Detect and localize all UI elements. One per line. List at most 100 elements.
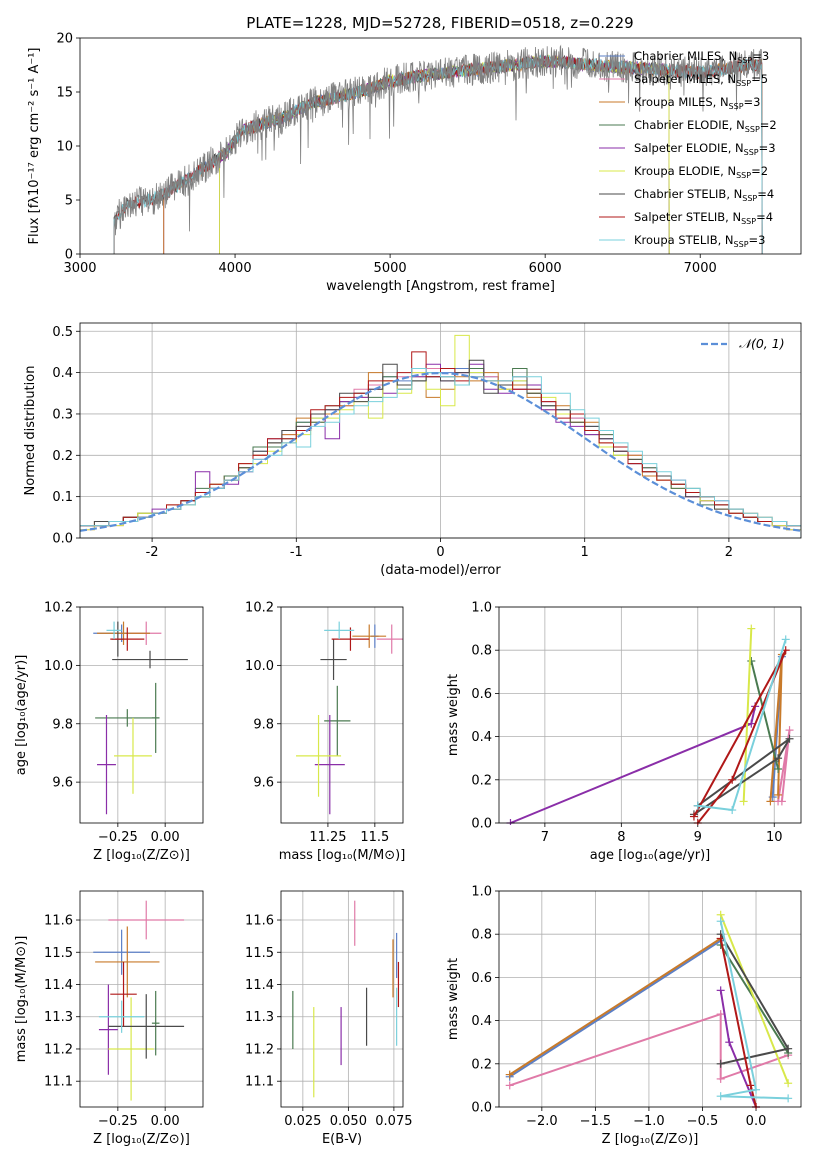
legend-subscript: SSP bbox=[729, 102, 744, 111]
weight_vs_z-xtick-label: −1.5 bbox=[580, 1114, 612, 1129]
spectrum-xtick-label: 6000 bbox=[529, 261, 562, 276]
mass_vs_ebv-ytick-label: 11.6 bbox=[245, 914, 274, 929]
weight_vs_age-ytick-label: 1.0 bbox=[471, 601, 492, 616]
residuals-ytick-label: 0.5 bbox=[52, 325, 73, 340]
mass_vs_ebv-ytick-label: 11.1 bbox=[245, 1075, 274, 1090]
weight_vs_age-xtick-label: 10 bbox=[766, 830, 783, 845]
age_vs_z-xtick-label: −0.25 bbox=[98, 830, 138, 845]
spectrum-legend-label: Chabrier STELIB, NSSP=4 bbox=[634, 187, 774, 203]
age_vs_z-ytick-label: 10.0 bbox=[44, 659, 73, 674]
weight_vs_z-line-chabrier-miles bbox=[509, 939, 722, 1078]
residuals-xlabel: (data-model)/error bbox=[380, 563, 501, 578]
mass_vs_ebv-ytick-label: 11.2 bbox=[245, 1042, 274, 1057]
mass_vs_z-ytick-label: 11.6 bbox=[44, 914, 73, 929]
residuals-xtick-label: 2 bbox=[725, 545, 733, 560]
weight_vs_z-xlabel: Z [log₁₀(Z/Z⊙)] bbox=[602, 1132, 699, 1147]
age_vs_z-points bbox=[93, 621, 188, 815]
mass_vs_z-ytick-label: 11.1 bbox=[44, 1075, 73, 1090]
mass_vs_ebv-axes: 0.025 0.050 0.075 11.1 11.2 11.3 11.4 11.5 11.6 bbox=[245, 891, 413, 1129]
age_vs_mass-ytick-label: 9.6 bbox=[253, 776, 274, 791]
legend-subscript: SSP bbox=[744, 148, 759, 157]
legend-nssp: =2 bbox=[751, 164, 768, 178]
weight_vs_age-ytick-label: 0.6 bbox=[471, 687, 492, 702]
spectrum-ylabel: Flux [fλ10⁻¹⁷ erg cm⁻² s⁻¹ A⁻¹] bbox=[27, 48, 42, 245]
weight_vs_age-ytick-label: 0.8 bbox=[471, 644, 492, 659]
spectrum-legend-label: Kroupa STELIB, NSSP=3 bbox=[634, 233, 765, 249]
weight_vs_z-ytick-label: 0.2 bbox=[471, 1057, 492, 1072]
age_vs_mass-axes: 11.25 11.5 9.6 9.8 10.0 10.2 bbox=[245, 601, 403, 845]
weight_vs_z-xtick-label: −1.0 bbox=[633, 1114, 665, 1129]
residuals-ylabel: Normed distribution bbox=[23, 366, 38, 496]
spectrum-axes: 3000 4000 5000 6000 7000 0 5 10 15 20 bbox=[56, 32, 716, 277]
age_vs_mass-xlabel: mass [log₁₀(M/M⊙)] bbox=[279, 848, 406, 863]
mass_vs_z-xtick-label: −0.25 bbox=[98, 1114, 138, 1129]
mass_vs_z-axes: −0.25 0.00 11.1 11.2 11.3 11.4 11.5 11.6 bbox=[44, 891, 203, 1129]
weight_vs_z-ylabel: mass weight bbox=[446, 958, 461, 1040]
spectrum-ytick-label: 15 bbox=[56, 86, 73, 101]
spectrum-curves bbox=[113, 44, 763, 254]
weight_vs_age-lines bbox=[506, 624, 794, 825]
mass_vs_z-xlabel: Z [log₁₀(Z/Z⊙)] bbox=[93, 1132, 190, 1147]
residuals-xtick-label: -1 bbox=[290, 545, 303, 560]
mass_vs_z-ytick-label: 11.3 bbox=[44, 1010, 73, 1025]
age_vs_mass-xtick-label: 11.5 bbox=[360, 830, 389, 845]
spectrum-legend: Chabrier MILES, NSSP=3 Salpeter MILES, NS… bbox=[599, 49, 777, 249]
weight_vs_age-ylabel: mass weight bbox=[446, 674, 461, 756]
residuals-frame bbox=[79, 322, 802, 539]
legend-subscript: SSP bbox=[741, 217, 756, 226]
weight_vs_age-xlabel: age [log₁₀(age/yr)] bbox=[590, 848, 711, 863]
spectrum-data-curve bbox=[113, 44, 763, 254]
residuals-xtick-label: 0 bbox=[436, 545, 444, 560]
age_vs_z-xlabel: Z [log₁₀(Z/Z⊙)] bbox=[93, 848, 190, 863]
age_vs_mass-ytick-label: 10.2 bbox=[245, 601, 274, 616]
legend-subscript: SSP bbox=[737, 56, 752, 65]
spectrum-legend-label: Salpeter ELODIE, NSSP=3 bbox=[634, 141, 776, 157]
mass_vs_z-ylabel: mass [log₁₀(M/M⊙)] bbox=[14, 936, 29, 1063]
residuals-xtick-label: -2 bbox=[146, 545, 159, 560]
weight_vs_age-ytick-label: 0.0 bbox=[471, 817, 492, 832]
spectrum-legend-label: Chabrier MILES, NSSP=3 bbox=[634, 49, 769, 65]
weight_vs_age-frame bbox=[498, 606, 802, 824]
spectrum-frame bbox=[79, 37, 802, 255]
spectrum-legend-label: Chabrier ELODIE, NSSP=2 bbox=[634, 118, 777, 134]
weight_vs_age-xtick-label: 8 bbox=[617, 830, 625, 845]
residuals-ytick-label: 0.3 bbox=[52, 407, 73, 422]
spectrum-ytick-label: 10 bbox=[56, 140, 73, 155]
age_vs_z-ytick-label: 10.2 bbox=[44, 601, 73, 616]
mass_vs_ebv-ytick-label: 11.3 bbox=[245, 1010, 274, 1025]
weight_vs_age-ytick-label: 0.4 bbox=[471, 730, 492, 745]
mass_vs_z-frame bbox=[79, 890, 204, 1108]
weight_vs_z-ytick-label: 1.0 bbox=[471, 885, 492, 900]
mass_vs_ebv-ytick-label: 11.4 bbox=[245, 978, 274, 993]
weight_vs_z-line-kroupa-stelib bbox=[719, 920, 789, 1100]
weight_vs_age-xtick-label: 7 bbox=[541, 830, 549, 845]
residuals-normal-curve bbox=[80, 371, 801, 532]
weight_vs_z-ytick-label: 0.0 bbox=[471, 1101, 492, 1116]
legend-nssp: =4 bbox=[757, 187, 774, 201]
mass_vs_z-ytick-label: 11.2 bbox=[44, 1042, 73, 1057]
mass_vs_z-ytick-label: 11.5 bbox=[44, 946, 73, 961]
legend-subscript: SSP bbox=[742, 194, 757, 203]
weight_vs_age-line-salpeter-stelib bbox=[693, 649, 787, 824]
residuals-ytick-label: 0.1 bbox=[52, 490, 73, 505]
legend-nssp: =3 bbox=[749, 233, 766, 247]
age_vs_z-ylabel: age [log₁₀(age/yr)] bbox=[14, 655, 29, 776]
mass_vs_z-xtick-label: 0.00 bbox=[151, 1114, 180, 1129]
legend-nssp: =3 bbox=[744, 95, 761, 109]
legend-nssp: =5 bbox=[751, 72, 768, 86]
weight_vs_z-ytick-label: 0.8 bbox=[471, 928, 492, 943]
legend-subscript: SSP bbox=[745, 125, 760, 134]
age_vs_mass-ytick-label: 9.8 bbox=[253, 717, 274, 732]
mass_vs_ebv-xtick-label: 0.025 bbox=[284, 1114, 321, 1129]
legend-nssp: =3 bbox=[759, 141, 776, 155]
residuals-legend-label: 𝒩(0, 1) bbox=[739, 336, 785, 351]
age_vs_z-xtick-label: 0.00 bbox=[151, 830, 180, 845]
mass_vs_ebv-xtick-label: 0.050 bbox=[330, 1114, 367, 1129]
mass_vs_ebv-frame bbox=[280, 890, 404, 1108]
weight_vs_z-frame bbox=[498, 890, 802, 1108]
age_vs_z-frame bbox=[79, 606, 204, 824]
legend-nssp: =3 bbox=[752, 49, 769, 63]
weight_vs_z-axes: −2.0 −1.5 −1.0 −0.5 0.0 0.0 0.2 0.4 0.6 0.8 1.0 bbox=[471, 885, 801, 1129]
age_vs_z-ytick-label: 9.6 bbox=[52, 776, 73, 791]
legend-nssp: =2 bbox=[760, 118, 777, 132]
